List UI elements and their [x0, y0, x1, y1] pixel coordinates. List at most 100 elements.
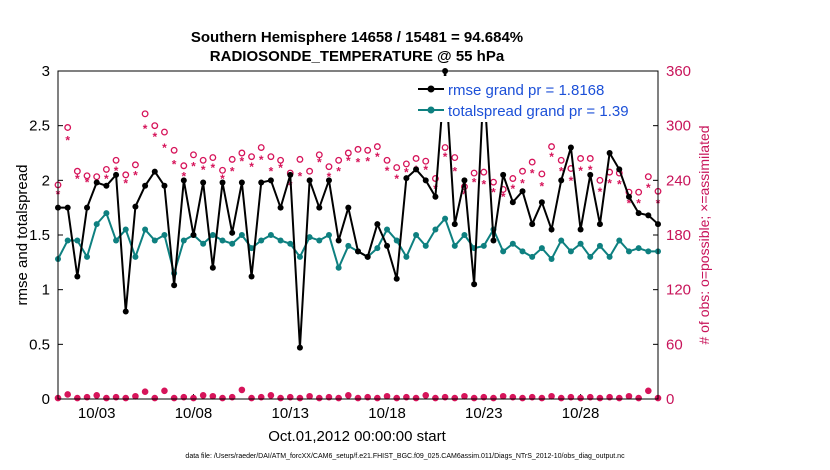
obs-assimilated-marker: * [211, 161, 216, 175]
rmse-point [122, 308, 129, 315]
y-right-tick-label: 0 [666, 391, 674, 408]
obs-possible-marker [180, 162, 188, 170]
rmse-point [635, 210, 642, 217]
y-right-tick-label: 300 [666, 118, 691, 135]
obs-assimilated-marker: * [143, 122, 148, 136]
obs-near-zero-marker [383, 392, 391, 400]
rmse-point [625, 193, 632, 200]
obs-near-zero-marker [470, 394, 478, 402]
rmse-point [355, 248, 361, 255]
rmse-point [645, 212, 652, 219]
obs-assimilated-marker: * [317, 156, 322, 170]
totalspread-point [142, 226, 149, 233]
obs-assimilated-marker: * [85, 176, 90, 190]
obs-near-zero-marker [64, 391, 71, 398]
rmse-point [103, 182, 110, 189]
x-tick-label: 10/03 [78, 405, 116, 422]
rmse-point [316, 204, 323, 211]
obs-assimilated-marker: * [481, 177, 486, 191]
rmse-point [432, 193, 439, 200]
obs-assimilated-marker: * [617, 177, 622, 191]
obs-assimilated-marker: * [220, 172, 225, 186]
obs-possible-marker [151, 122, 159, 130]
chart-title-line1: Southern Hemisphere 14658 / 15481 = 94.6… [191, 29, 523, 46]
y-tick-label: 1 [42, 282, 50, 299]
totalspread-point [509, 240, 516, 247]
legend: rmse grand pr = 1.8168 totalspread grand… [408, 76, 654, 122]
rmse-point [577, 226, 584, 233]
obs-assimilated-marker: * [327, 170, 332, 184]
obs-near-zero-marker [538, 394, 546, 402]
totalspread-point [200, 240, 207, 247]
totalspread-point [219, 237, 226, 244]
obs-assimilated-marker: * [75, 172, 80, 186]
rmse-point [558, 177, 565, 184]
totalspread-point [587, 253, 594, 260]
rmse-point [374, 221, 381, 228]
rmse-point [229, 229, 236, 236]
rmse-point [461, 177, 468, 184]
x-tick-label: 10/13 [271, 405, 309, 422]
obs-assimilated-marker: * [152, 130, 157, 144]
totalspread-point [403, 253, 410, 260]
x-tick-label: 10/08 [175, 405, 213, 422]
obs-assimilated-marker: * [394, 172, 399, 186]
totalspread-point [625, 248, 632, 255]
obs-near-zero-marker [306, 392, 313, 400]
x-tick-label: 10/23 [465, 405, 503, 422]
obs-assimilated-marker: * [230, 165, 235, 179]
rmse-point [306, 177, 313, 184]
totalspread-point [393, 237, 400, 244]
obs-near-zero-marker [635, 394, 642, 402]
rmse-point [567, 144, 574, 151]
obs-possible-marker [199, 156, 207, 164]
obs-possible-marker [267, 153, 275, 161]
totalspread-point [248, 245, 255, 252]
obs-possible-marker [325, 163, 333, 171]
rmse-point [200, 179, 207, 186]
obs-near-zero-marker [451, 394, 459, 402]
totalspread-point [103, 210, 110, 217]
obs-assimilated-marker: * [65, 134, 70, 148]
rmse-point [132, 203, 139, 210]
rmse-point [451, 221, 458, 228]
rmse-point [238, 179, 245, 186]
totalspread-point [345, 242, 352, 249]
obs-possible-marker [344, 149, 352, 157]
totalspread-point [151, 237, 158, 244]
obs-assimilated-marker: * [104, 172, 109, 186]
obs-near-zero-marker [615, 394, 623, 402]
obs-possible-marker [306, 167, 314, 175]
totalspread-point [74, 237, 81, 244]
totalspread-point [180, 237, 187, 244]
obs-possible-marker [73, 167, 81, 175]
totalspread-point [538, 245, 545, 252]
obs-assimilated-marker: * [491, 186, 496, 200]
totalspread-point [413, 232, 420, 238]
obs-possible-marker [548, 143, 555, 151]
obs-near-zero-marker [519, 394, 526, 402]
rmse-point [325, 177, 332, 184]
y-tick-labels: 0 0.5 1 1.5 2 2.5 3 [29, 63, 63, 408]
obs-near-zero-marker [219, 394, 226, 402]
x-tick-label: 10/18 [368, 405, 406, 422]
obs-near-zero-marker [161, 387, 168, 395]
obs-possible-marker [402, 160, 410, 168]
rmse-point [180, 177, 187, 184]
rmse-point [587, 171, 594, 178]
obs-possible-marker [122, 171, 130, 179]
obs-assimilated-marker: * [269, 165, 274, 179]
obs-assimilated-marker: * [133, 168, 138, 182]
obs-assimilated-marker: * [278, 161, 283, 175]
legend-rmse-marker [427, 85, 435, 93]
obs-assimilated-marker: * [472, 176, 477, 190]
obs-assimilated-marker: * [181, 169, 186, 183]
y-tick-label: 0 [42, 391, 50, 408]
obs-assimilated-marker: * [385, 164, 390, 178]
obs-near-zero-marker [248, 394, 255, 402]
obs-near-zero-marker [461, 392, 468, 400]
obs-possible-marker [596, 176, 604, 184]
totalspread-point [577, 240, 584, 247]
totalspread-point [442, 215, 449, 222]
rmse-point [345, 204, 352, 211]
